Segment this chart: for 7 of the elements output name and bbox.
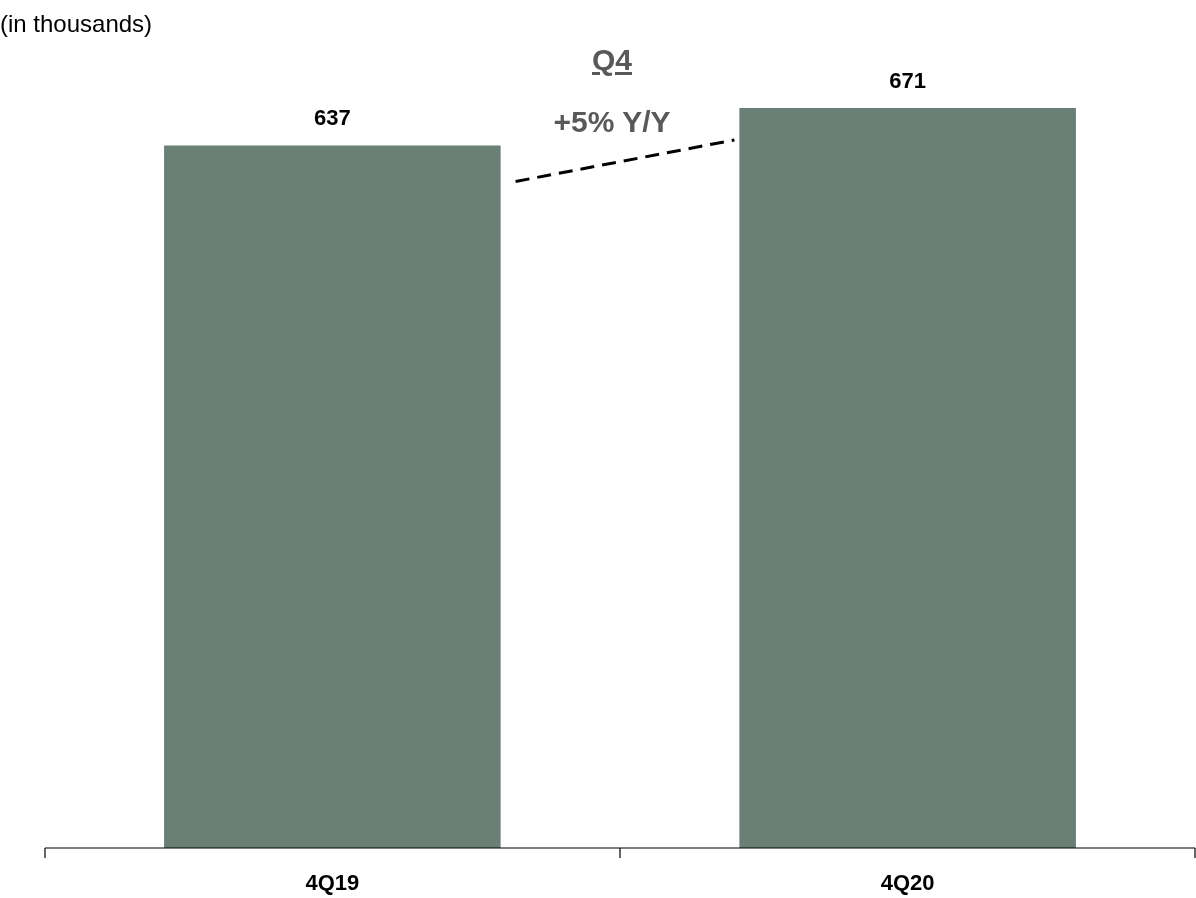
x-tick-label: 4Q20 (880, 870, 935, 895)
data-label: 671 (889, 68, 926, 93)
text: (in thousands) (0, 10, 153, 37)
x-tick-label: 4Q19 (305, 870, 360, 895)
data-label: 637 (314, 105, 351, 131)
text: Q4 (591, 43, 633, 76)
annotation: +5% Y/Y (553, 105, 671, 138)
